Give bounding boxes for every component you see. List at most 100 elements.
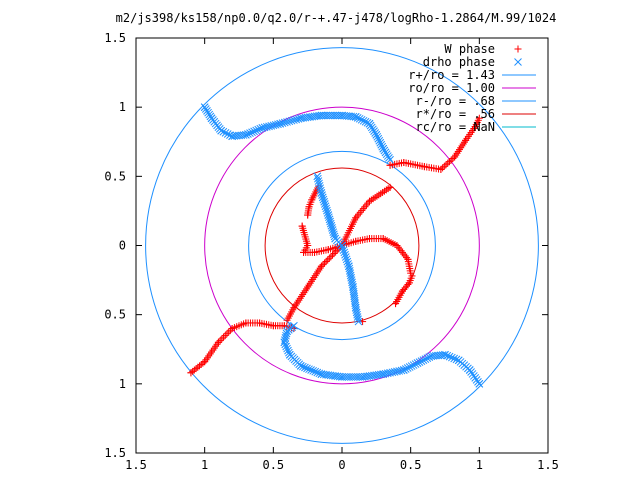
series-1-point [399, 366, 408, 374]
series-0-fill-marker [325, 254, 333, 262]
series-1-fill-marker [346, 269, 355, 278]
series-1-fill-marker [378, 142, 387, 151]
series-1-fill-marker [313, 368, 322, 377]
series-0-point [187, 369, 195, 377]
series-1-point [280, 338, 289, 347]
series-0-fill-marker [199, 359, 207, 367]
series-1-point [317, 111, 326, 120]
chart-title: m2/js398/ks158/np0.0/q2.0/r-+.47-j478/lo… [116, 11, 557, 25]
series-1-fill-marker [320, 197, 329, 206]
series-1-fill-marker [338, 243, 347, 252]
series-1-fill-marker [303, 364, 311, 373]
series-1-fill-marker [278, 119, 287, 128]
series-1-fill-marker [321, 202, 330, 211]
series-1-fill-marker [353, 310, 361, 319]
series-0-point [304, 211, 312, 219]
series-1-fill-marker [342, 255, 351, 264]
series-1-fill-marker [328, 224, 336, 232]
series-1-fill-marker [330, 230, 338, 239]
series-0-point [283, 316, 291, 324]
series-1-fill-marker [417, 357, 426, 365]
series-0-point [400, 159, 408, 166]
series-0-fill-marker [445, 158, 453, 166]
series-0-point [471, 123, 479, 131]
series-1-point [427, 352, 436, 361]
radius-circle-2 [145, 47, 539, 444]
series-1-fill-marker [353, 113, 362, 122]
legend-label-1: drho phase [423, 55, 495, 69]
series-1-point [207, 114, 216, 123]
x-tick-label: 1.5 [537, 458, 559, 472]
series-0-fill-marker [218, 335, 226, 343]
series-0-fill-marker [328, 251, 336, 259]
legend-marker-1 [514, 58, 522, 66]
series-0-point [365, 197, 373, 205]
series-0-point [311, 248, 319, 256]
series-0-point [451, 153, 459, 161]
series-0-fill-marker [403, 254, 411, 262]
series-1-fill-marker [316, 184, 325, 193]
series-1-fill-marker [325, 215, 334, 224]
series-0-fill-marker [449, 155, 457, 163]
series-1-point [338, 111, 346, 120]
series-1-fill-marker [307, 366, 315, 374]
radius-circle-4 [248, 150, 436, 341]
series-1-fill-marker [352, 306, 361, 314]
series-1-fill-marker [344, 260, 352, 268]
series-1-fill-marker [377, 140, 386, 149]
series-0-point [365, 235, 373, 243]
legend-label-2: r+/ro = 1.43 [408, 68, 495, 82]
y-tick-label: 0.5 [104, 169, 126, 183]
series-1-fill-marker [250, 127, 258, 136]
series-0-point [398, 287, 406, 295]
series-1-fill-marker [287, 116, 296, 125]
series-0-fill-marker [322, 257, 330, 265]
x-tick-label: 0.5 [400, 458, 422, 472]
series-1-fill-marker [429, 352, 438, 360]
series-0-fill-marker [216, 337, 224, 345]
series-0-fill-marker [226, 326, 234, 334]
series-1-fill-marker [425, 353, 434, 362]
series-0-fill-marker [321, 259, 329, 267]
series-1-point [465, 366, 474, 374]
series-1-fill-marker [318, 191, 326, 200]
series-0-fill-marker [362, 201, 370, 209]
series-1-fill-marker [274, 120, 282, 129]
series-1-point [475, 379, 484, 388]
series-1-fill-marker [290, 116, 298, 124]
series-0-fill-marker [364, 199, 372, 207]
series-1-point [276, 119, 285, 128]
series-1-fill-marker [315, 369, 324, 378]
series-1-fill-marker [301, 363, 309, 372]
series-1-point [324, 211, 333, 219]
series-1-fill-marker [318, 193, 327, 202]
series-0-point [305, 203, 313, 211]
series-1-point [379, 144, 388, 153]
series-1-fill-marker [361, 117, 370, 126]
series-1-fill-marker [282, 331, 290, 340]
series-1-fill-marker [403, 364, 412, 372]
series-1-point [313, 172, 322, 181]
series-1-point [290, 321, 298, 330]
series-1-fill-marker [348, 278, 356, 287]
series-1-fill-marker [390, 367, 399, 376]
series-1-fill-marker [445, 352, 454, 361]
series-1-fill-marker [282, 329, 291, 338]
series-1-fill-marker [252, 126, 261, 135]
series-0-point [392, 300, 400, 308]
series-1-fill-marker [452, 355, 461, 364]
series-1-fill-marker [345, 264, 354, 273]
series-0-point [386, 183, 394, 191]
series-1-point [441, 350, 449, 359]
series-1-fill-marker [353, 313, 362, 321]
series-0-fill-marker [447, 156, 455, 164]
series-1-fill-marker [450, 354, 459, 363]
series-0-point [304, 242, 312, 249]
legend-marker-0 [514, 45, 522, 53]
x-tick-label: 1 [476, 458, 483, 472]
series-1-fill-marker [256, 124, 265, 133]
series-1-fill-marker [339, 246, 348, 254]
series-1-fill-marker [373, 132, 382, 141]
series-1-fill-marker [299, 362, 307, 371]
